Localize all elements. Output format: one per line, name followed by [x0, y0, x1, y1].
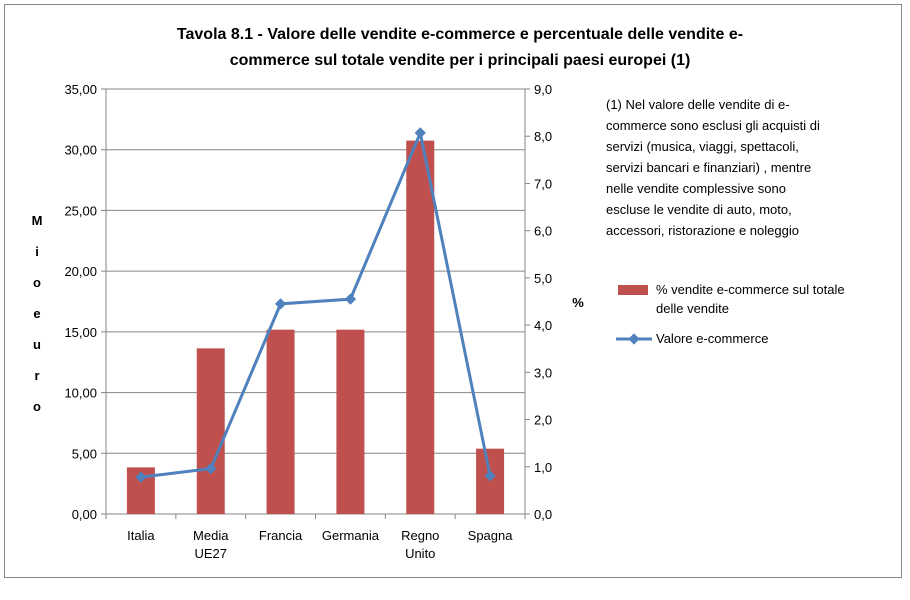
title-line: Tavola 8.1 - Valore delle vendite e-comm… [176, 26, 744, 43]
x-tick-label: Germania [322, 528, 380, 543]
y-tick-label-right: 0,0 [534, 507, 552, 522]
y-label-char: u [33, 337, 41, 352]
y-tick-label-left: 30,00 [64, 143, 97, 158]
bar [406, 140, 435, 514]
note-line: servizi bancari e finanziari) , mentre [606, 160, 812, 175]
x-tick-label: Unito [405, 546, 435, 561]
chart-title: Tavola 8.1 - Valore delle vendite e-comm… [100, 22, 820, 74]
y-axis-right-label: % [572, 295, 584, 310]
y-tick-label-right: 9,0 [534, 82, 552, 97]
line-marker [274, 298, 287, 310]
bar [336, 329, 365, 514]
note-line: servizi (musica, viaggi, spettacoli, [606, 139, 799, 154]
y-label-char: r [34, 368, 40, 383]
y-label-char: o [33, 275, 41, 290]
x-tick-label: Spagna [468, 528, 514, 543]
y-tick-label-left: 10,00 [64, 386, 97, 401]
y-tick-label-right: 3,0 [534, 365, 552, 380]
y-tick-label-left: 35,00 [64, 82, 97, 97]
y-tick-label-left: 20,00 [64, 264, 97, 279]
y-tick-label-right: 2,0 [534, 413, 552, 428]
note-line: nelle vendite complessive sono [606, 181, 786, 196]
y-tick-label-left: 5,00 [72, 446, 97, 461]
y-label-char: i [35, 244, 39, 259]
chart-frame [4, 4, 902, 578]
legend-label: % vendite e-commerce sul totale [656, 282, 845, 297]
note-line: accessori, ristorazione e noleggio [606, 223, 799, 238]
y-tick-label-left: 25,00 [64, 203, 97, 218]
y-tick-label-right: 1,0 [534, 460, 552, 475]
title-line: commerce sul totale vendite per i princi… [229, 52, 691, 69]
line-marker [344, 293, 357, 305]
legend-label: Valore e-commerce [656, 331, 769, 346]
series-line [140, 127, 492, 479]
y-label-char: e [33, 306, 41, 321]
y-label-char: o [33, 399, 41, 414]
legend-swatch-line [616, 333, 652, 345]
line-marker [205, 463, 217, 475]
legend-item-bars: % vendite e-commerce sul totale delle ve… [616, 280, 910, 318]
y-tick-label-right: 4,0 [534, 318, 552, 333]
x-tick-label: Francia [259, 528, 303, 543]
bar [196, 348, 225, 514]
y-tick-label-right: 7,0 [534, 176, 552, 191]
x-tick-label: Media [193, 528, 229, 543]
x-tick-label: Italia [127, 528, 155, 543]
x-tick-label: UE27 [194, 546, 227, 561]
note-line: escluse le vendite di auto, moto, [606, 202, 792, 217]
legend-item-line: Valore e-commerce [616, 329, 768, 349]
line-marker [414, 127, 426, 139]
y-tick-label-left: 15,00 [64, 325, 97, 340]
bar [266, 329, 295, 514]
note-line: commerce sono esclusi gli acquisti di [606, 118, 820, 133]
x-tick-label: Regno [401, 528, 439, 543]
y-tick-label-right: 6,0 [534, 224, 552, 239]
y-tick-label-right: 5,0 [534, 271, 552, 286]
legend-swatch-bar [618, 285, 648, 295]
footnote: (1) Nel valore delle vendite di e- comme… [606, 94, 896, 241]
line-marker [135, 471, 147, 483]
legend-label: delle vendite [656, 301, 729, 316]
y-tick-label-left: 0,00 [72, 507, 97, 522]
y-tick-label-right: 8,0 [534, 129, 552, 144]
y-label-char: M [31, 213, 43, 228]
line-marker [484, 470, 496, 482]
note-line: (1) Nel valore delle vendite di e- [606, 97, 790, 112]
